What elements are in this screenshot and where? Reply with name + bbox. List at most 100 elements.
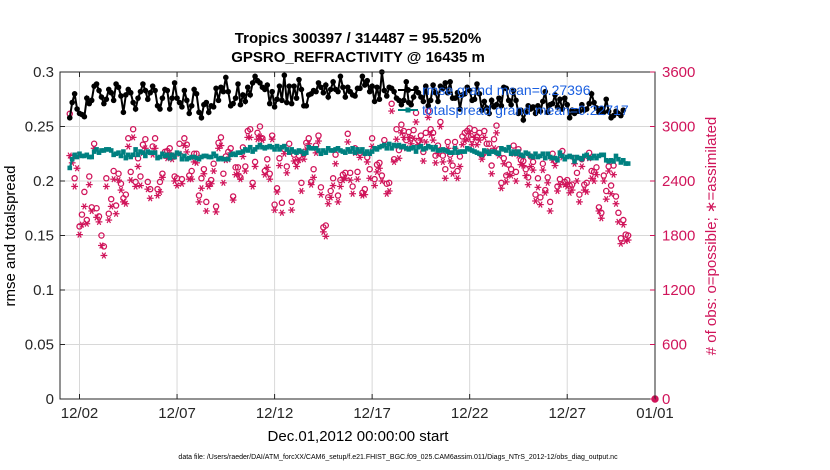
obs-possible-marker xyxy=(93,204,100,212)
rmse-marker xyxy=(213,85,219,92)
obs-possible-marker xyxy=(137,173,144,180)
totalspread-marker xyxy=(206,154,212,160)
obs-assimilated-marker xyxy=(273,188,281,196)
rmse-marker xyxy=(281,72,288,79)
totalspread-marker xyxy=(567,153,572,159)
rmse-marker xyxy=(98,94,105,100)
obs-assimilated-marker xyxy=(534,184,542,191)
obs-possible-marker xyxy=(181,135,188,142)
obs-possible-marker xyxy=(563,176,571,184)
rmse-marker xyxy=(271,104,278,110)
totalspread-marker xyxy=(101,148,107,153)
totalspread-marker xyxy=(418,143,424,149)
rmse-marker xyxy=(430,82,436,88)
totalspread-marker xyxy=(581,153,587,159)
obs-possible-marker xyxy=(188,167,195,175)
obs-assimilated-marker xyxy=(478,155,486,163)
obs-assimilated-marker xyxy=(151,145,159,152)
rmse-marker xyxy=(535,102,541,109)
obs-possible-marker xyxy=(276,155,283,162)
obs-assimilated-marker xyxy=(349,190,357,197)
obs-assimilated-marker xyxy=(385,187,393,195)
obs-possible-marker xyxy=(112,202,120,209)
totalspread-marker xyxy=(401,143,407,149)
totalspread-marker xyxy=(272,147,277,152)
rmse-marker xyxy=(366,88,373,95)
totalspread-marker xyxy=(364,149,370,154)
totalspread-marker xyxy=(433,144,438,150)
rmse-marker xyxy=(198,114,205,121)
obs-assimilated-marker xyxy=(129,134,137,141)
chart-title-line2: GPSRO_REFRACTIVITY @ 16435 m xyxy=(231,49,485,66)
rmse-marker xyxy=(605,108,612,115)
totalspread-marker xyxy=(72,152,77,158)
totalspread-marker xyxy=(425,143,431,149)
obs-assimilated-marker xyxy=(115,176,122,184)
totalspread-marker xyxy=(555,157,560,163)
totalspread-marker xyxy=(160,151,165,157)
obs-assimilated-marker xyxy=(276,162,283,169)
obs-assimilated-marker xyxy=(476,136,483,144)
obs-possible-marker xyxy=(422,129,430,137)
totalspread-marker xyxy=(174,150,180,155)
obs-possible-marker xyxy=(346,169,354,177)
obs-possible-marker xyxy=(81,188,88,196)
rmse-marker xyxy=(408,101,414,108)
totalspread-marker xyxy=(133,147,138,152)
totalspread-marker xyxy=(96,150,102,155)
obs-assimilated-marker xyxy=(388,107,396,115)
totalspread-marker xyxy=(486,151,492,157)
totalspread-marker xyxy=(494,150,499,155)
rmse-marker xyxy=(249,80,256,86)
obs-assimilated-marker xyxy=(463,135,471,143)
obs-possible-marker xyxy=(417,132,425,139)
rmse-marker xyxy=(101,100,107,107)
totalspread-marker xyxy=(140,150,146,155)
totalspread-marker xyxy=(260,144,265,150)
obs-assimilated-marker xyxy=(95,218,103,226)
obs-assimilated-marker xyxy=(502,178,510,186)
rmse-marker xyxy=(174,95,180,101)
rmse-marker xyxy=(418,94,424,100)
obs-possible-marker xyxy=(86,173,93,180)
obs-possible-marker xyxy=(283,163,291,170)
rmse-marker xyxy=(454,89,461,96)
obs-assimilated-marker xyxy=(188,175,196,183)
x-tick-label: 12/27 xyxy=(548,405,586,422)
obs-possible-marker xyxy=(256,123,264,130)
rmse-marker xyxy=(176,99,183,106)
obs-assimilated-marker xyxy=(127,176,135,184)
totalspread-marker xyxy=(586,155,592,161)
obs-possible-marker xyxy=(220,170,227,177)
totalspread-marker xyxy=(82,153,87,159)
rmse-marker xyxy=(391,88,397,95)
obs-assimilated-marker xyxy=(327,194,335,201)
totalspread-marker xyxy=(138,149,143,154)
totalspread-marker xyxy=(472,149,477,154)
totalspread-marker xyxy=(389,146,394,151)
obs-possible-marker xyxy=(203,198,210,206)
totalspread-marker xyxy=(403,146,409,151)
obs-assimilated-marker xyxy=(334,198,342,206)
totalspread-marker xyxy=(491,149,497,154)
obs-assimilated-marker xyxy=(137,182,144,189)
totalspread-marker xyxy=(143,153,148,159)
obs-assimilated-marker xyxy=(493,129,500,137)
rmse-marker xyxy=(520,117,527,123)
totalspread-marker xyxy=(484,149,490,154)
rmse-marker xyxy=(471,96,478,103)
y-axis-label-right: # of obs: o=possible; ∗=assimilated xyxy=(703,117,720,356)
legend-rmse-label: rmse grand mean=0.27396 xyxy=(422,82,591,98)
obs-possible-marker xyxy=(176,140,183,148)
rmse-marker xyxy=(193,91,200,97)
totalspread-marker xyxy=(321,148,326,153)
totalspread-marker xyxy=(245,148,251,153)
totalspread-marker xyxy=(130,152,136,158)
totalspread-marker xyxy=(311,146,316,151)
obs-assimilated-marker xyxy=(619,221,627,228)
obs-possible-marker xyxy=(151,135,159,142)
obs-possible-marker xyxy=(378,172,386,179)
obs-possible-marker xyxy=(490,135,498,143)
totalspread-marker xyxy=(533,151,538,157)
